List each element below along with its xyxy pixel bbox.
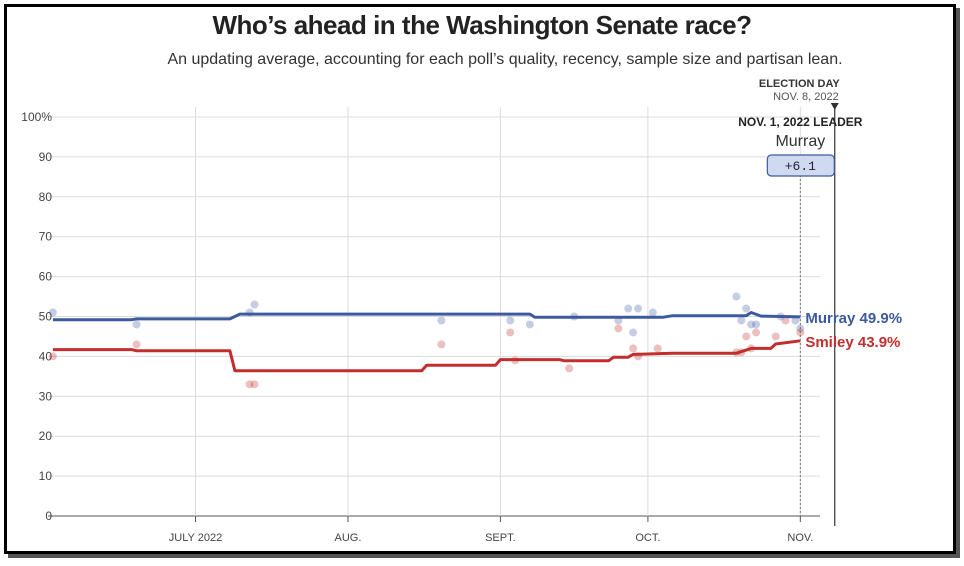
average-line-murray: [52, 311, 801, 322]
chart-title: Who’s ahead in the Washington Senate rac…: [212, 10, 752, 40]
poll-dot-murray: [648, 308, 657, 317]
poll-dot-smiley: [437, 340, 446, 349]
poll-dot-murray: [48, 308, 57, 317]
leader-name: Murray: [775, 133, 825, 150]
poll-dot-murray: [629, 328, 638, 337]
election-day-date: NOV. 8, 2022: [773, 91, 839, 103]
y-tick-label: 30: [39, 389, 53, 403]
chart-frame: [4, 4, 956, 554]
x-tick-label: SEPT.: [485, 532, 516, 544]
x-tick-label: AUG.: [334, 532, 361, 544]
poll-dot-smiley: [629, 344, 638, 353]
poll-dot-smiley: [752, 328, 761, 337]
poll-dot-smiley: [245, 380, 254, 389]
poll-dot-murray: [752, 320, 761, 329]
poll-dot-smiley: [614, 324, 623, 333]
x-tick-label: OCT.: [635, 532, 660, 544]
poll-dot-murray: [747, 320, 756, 329]
poll-dot-smiley: [565, 364, 574, 373]
leader-margin-box: [766, 154, 835, 177]
x-tick-label: JULY 2022: [169, 532, 222, 544]
leader-margin: +6.1: [785, 159, 816, 174]
poll-dot-murray: [732, 292, 741, 301]
election-day-arrow-icon: [830, 103, 839, 110]
y-tick-label: 0: [45, 509, 52, 523]
poll-dot-smiley: [781, 316, 790, 325]
y-tick-label: 50: [39, 310, 53, 324]
poll-dot-murray: [634, 304, 643, 313]
poll-dot-murray: [737, 316, 746, 325]
poll-dot-smiley: [132, 340, 141, 349]
y-tick-label: 70: [39, 230, 53, 244]
poll-dot-smiley: [250, 380, 259, 389]
final-label-smiley: Smiley 43.9%: [805, 334, 900, 351]
poll-dot-smiley: [742, 332, 751, 341]
average-line-smiley: [52, 339, 801, 373]
poll-dot-murray: [525, 320, 534, 329]
poll-dot-murray: [437, 316, 446, 325]
poll-dot-murray: [791, 316, 800, 325]
poll-dot-smiley: [653, 344, 662, 353]
y-tick-label: 60: [39, 270, 53, 284]
leader-heading: NOV. 1, 2022 LEADER: [738, 115, 863, 129]
x-tick-label: NOV.: [787, 532, 813, 544]
y-tick-label: 100%: [21, 110, 52, 124]
election-day-label: ELECTION DAY: [759, 78, 841, 90]
final-label-murray: Murray 49.9%: [805, 310, 902, 327]
y-tick-label: 20: [39, 429, 53, 443]
poll-dot-murray: [132, 320, 141, 329]
poll-dot-smiley: [771, 332, 780, 341]
y-tick-label: 40: [39, 349, 53, 363]
poll-dot-murray: [624, 304, 633, 313]
poll-dot-murray: [506, 316, 515, 325]
y-tick-label: 80: [39, 190, 53, 204]
poll-dot-smiley: [48, 352, 57, 361]
poll-dot-smiley: [506, 328, 515, 337]
poll-dot-murray: [250, 300, 259, 309]
y-tick-label: 10: [39, 469, 53, 483]
poll-dot-murray: [742, 304, 751, 313]
chart-subtitle: An updating average, accounting for each…: [167, 51, 843, 68]
y-tick-label: 90: [39, 150, 53, 164]
